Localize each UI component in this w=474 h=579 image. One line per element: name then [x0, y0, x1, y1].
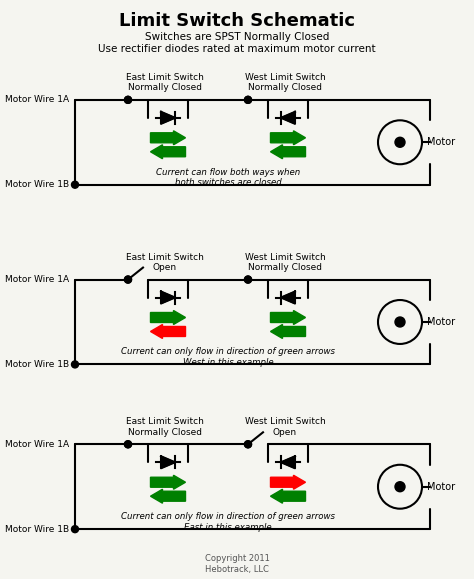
FancyArrow shape	[271, 145, 306, 159]
Text: Current can only flow in direction of green arrows
East in this example: Current can only flow in direction of gr…	[121, 512, 335, 532]
FancyArrow shape	[151, 475, 185, 489]
FancyArrow shape	[271, 131, 306, 145]
Text: Motor: Motor	[427, 317, 455, 327]
Text: Switches are SPST Normally Closed: Switches are SPST Normally Closed	[145, 32, 329, 42]
Circle shape	[245, 276, 252, 283]
FancyArrow shape	[271, 489, 306, 503]
Polygon shape	[161, 292, 175, 303]
Text: Use rectifier diodes rated at maximum motor current: Use rectifier diodes rated at maximum mo…	[98, 44, 376, 54]
FancyArrow shape	[151, 131, 185, 145]
Circle shape	[395, 482, 405, 492]
Text: Motor Wire 1A: Motor Wire 1A	[5, 275, 69, 284]
Circle shape	[125, 441, 131, 448]
Text: Current can only flow in direction of green arrows
West in this example: Current can only flow in direction of gr…	[121, 347, 335, 367]
Text: Motor: Motor	[427, 137, 455, 147]
Text: West Limit Switch
Normally Closed: West Limit Switch Normally Closed	[245, 252, 325, 272]
Polygon shape	[281, 292, 295, 303]
FancyArrow shape	[271, 324, 306, 339]
Text: Motor Wire 1A: Motor Wire 1A	[5, 440, 69, 449]
Circle shape	[125, 96, 131, 103]
Circle shape	[245, 441, 252, 448]
Polygon shape	[161, 112, 175, 124]
FancyArrow shape	[271, 310, 306, 324]
FancyArrow shape	[151, 145, 185, 159]
Circle shape	[395, 317, 405, 327]
FancyArrow shape	[271, 475, 306, 489]
Text: East Limit Switch
Open: East Limit Switch Open	[126, 252, 204, 272]
FancyArrow shape	[151, 324, 185, 339]
Polygon shape	[281, 456, 295, 468]
Circle shape	[125, 276, 131, 283]
Text: West Limit Switch
Open: West Limit Switch Open	[245, 417, 325, 437]
Text: Motor: Motor	[427, 482, 455, 492]
FancyArrow shape	[151, 310, 185, 324]
Polygon shape	[161, 456, 175, 468]
Circle shape	[72, 361, 79, 368]
Circle shape	[245, 276, 252, 283]
Text: Copyright 2011
Hebotrack, LLC: Copyright 2011 Hebotrack, LLC	[205, 554, 269, 574]
FancyArrow shape	[151, 489, 185, 503]
Text: Motor Wire 1B: Motor Wire 1B	[5, 360, 69, 369]
Circle shape	[245, 96, 252, 103]
Circle shape	[72, 526, 79, 533]
Circle shape	[72, 181, 79, 188]
Text: West Limit Switch
Normally Closed: West Limit Switch Normally Closed	[245, 73, 325, 92]
Circle shape	[395, 137, 405, 147]
Circle shape	[125, 276, 131, 283]
Polygon shape	[281, 112, 295, 124]
Text: East Limit Switch
Normally Closed: East Limit Switch Normally Closed	[126, 417, 204, 437]
Circle shape	[245, 441, 252, 448]
Text: Current can flow both ways when
both switches are closed: Current can flow both ways when both swi…	[156, 168, 300, 187]
Circle shape	[245, 96, 252, 103]
Text: Motor Wire 1A: Motor Wire 1A	[5, 96, 69, 104]
Circle shape	[125, 96, 131, 103]
Text: Motor Wire 1B: Motor Wire 1B	[5, 525, 69, 534]
Text: East Limit Switch
Normally Closed: East Limit Switch Normally Closed	[126, 73, 204, 92]
Circle shape	[125, 441, 131, 448]
Text: Motor Wire 1B: Motor Wire 1B	[5, 180, 69, 189]
Text: Limit Switch Schematic: Limit Switch Schematic	[119, 12, 355, 30]
